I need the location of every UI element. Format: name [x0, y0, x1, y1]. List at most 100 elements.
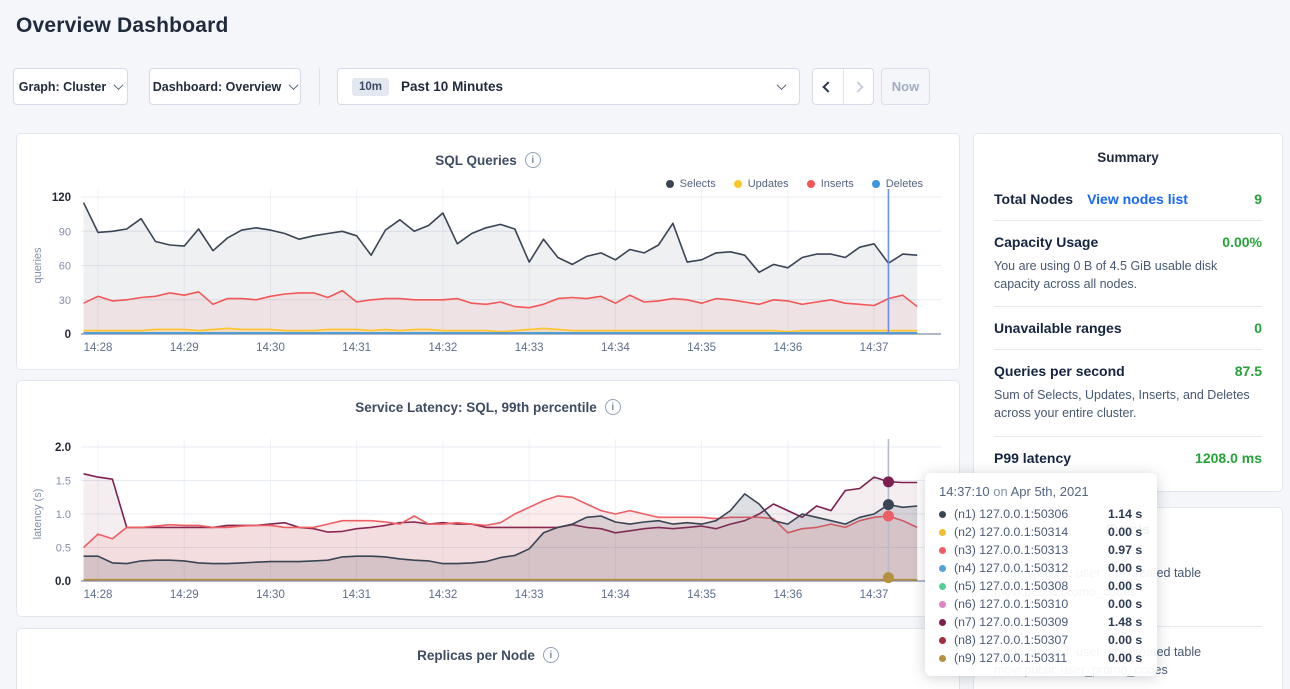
- svg-text:14:35: 14:35: [687, 589, 716, 601]
- svg-text:14:37: 14:37: [860, 589, 889, 601]
- chart-hover-tooltip: 14:37:10 on Apr 5th, 2021 (n1) 127.0.0.1…: [925, 473, 1157, 676]
- summary-label: Queries per second: [994, 363, 1125, 380]
- svg-text:14:31: 14:31: [342, 589, 371, 601]
- time-range-label: Past 10 Minutes: [401, 79, 504, 94]
- series-dot: [806, 180, 815, 188]
- time-next-button[interactable]: [844, 69, 874, 104]
- node-color-dot: [939, 564, 946, 572]
- summary-label: P99 latency: [994, 449, 1072, 466]
- chevron-right-icon: [852, 80, 864, 93]
- legend-item-updates[interactable]: Updates: [733, 178, 789, 190]
- info-icon[interactable]: [524, 152, 541, 168]
- summary-row-unavailable-ranges: Unavailable ranges 0: [994, 306, 1262, 349]
- tooltip-row: (n7) 127.0.0.1:50309 1.48 s: [939, 613, 1143, 631]
- tooltip-row: (n8) 127.0.0.1:50307 0.00 s: [939, 631, 1143, 649]
- svg-text:14:33: 14:33: [515, 342, 544, 354]
- summary-value: 0.00%: [1222, 234, 1262, 250]
- tooltip-timestamp: 14:37:10 on Apr 5th, 2021: [939, 484, 1089, 499]
- summary-row-p99-latency: P99 latency 1208.0 ms: [994, 435, 1262, 479]
- time-step-buttons: [812, 68, 874, 105]
- time-range-select[interactable]: 10m Past 10 Minutes: [337, 68, 800, 105]
- svg-text:0.0: 0.0: [55, 576, 71, 588]
- summary-row-queries-per-second: Queries per second 87.5 Sum of Selects, …: [994, 349, 1262, 435]
- view-nodes-list-link[interactable]: View nodes list: [1087, 191, 1188, 207]
- info-icon[interactable]: [604, 399, 621, 415]
- summary-label: Total Nodes: [994, 191, 1074, 207]
- time-prev-button[interactable]: [813, 69, 844, 104]
- tooltip-row: (n4) 127.0.0.1:50312 0.00 s: [939, 559, 1143, 577]
- legend-item-selects[interactable]: Selects: [665, 178, 716, 190]
- svg-text:14:34: 14:34: [601, 589, 630, 601]
- svg-text:latency (s): latency (s): [32, 489, 44, 540]
- time-range-badge: 10m: [352, 77, 390, 96]
- svg-text:2.0: 2.0: [55, 442, 71, 454]
- svg-text:14:36: 14:36: [773, 342, 802, 354]
- svg-text:14:30: 14:30: [256, 589, 285, 601]
- info-icon[interactable]: [542, 647, 559, 663]
- chevron-left-icon: [822, 80, 834, 93]
- replicas-per-node-title: Replicas per Node: [417, 647, 535, 663]
- svg-text:14:32: 14:32: [429, 589, 458, 601]
- tooltip-row: (n3) 127.0.0.1:50313 0.97 s: [939, 541, 1143, 559]
- sql-queries-title: SQL Queries: [435, 152, 517, 168]
- series-dot: [733, 180, 742, 188]
- node-color-dot: [939, 636, 946, 644]
- svg-text:60: 60: [59, 261, 71, 273]
- summary-row-total-nodes: Total Nodes View nodes list 9: [994, 178, 1262, 220]
- tooltip-row: (n1) 127.0.0.1:50306 1.14 s: [939, 505, 1143, 523]
- svg-text:14:28: 14:28: [84, 589, 113, 601]
- sql-queries-panel: SQL Queries Selects Updates Inserts Dele…: [16, 133, 960, 370]
- svg-text:14:33: 14:33: [515, 589, 544, 601]
- now-button[interactable]: Now: [881, 68, 930, 105]
- summary-label: Capacity Usage: [994, 234, 1099, 250]
- svg-text:14:29: 14:29: [170, 589, 199, 601]
- summary-row-capacity-usage: Capacity Usage 0.00% You are using 0 B o…: [994, 220, 1262, 306]
- node-color-dot: [939, 582, 946, 590]
- node-color-dot: [939, 654, 946, 662]
- legend-item-inserts[interactable]: Inserts: [806, 178, 854, 190]
- chevron-down-icon: [288, 80, 299, 91]
- service-latency-panel: Service Latency: SQL, 99th percentile 14…: [16, 380, 960, 617]
- svg-text:queries: queries: [32, 247, 44, 284]
- dashboard-dropdown[interactable]: Dashboard: Overview: [149, 68, 301, 105]
- tooltip-row: (n9) 127.0.0.1:50311 0.00 s: [939, 649, 1143, 667]
- series-dot: [871, 180, 880, 188]
- svg-text:120: 120: [52, 192, 71, 204]
- svg-text:14:30: 14:30: [256, 342, 285, 354]
- sql-queries-legend: Selects Updates Inserts Deletes: [665, 178, 923, 190]
- node-color-dot: [939, 600, 946, 608]
- service-latency-chart[interactable]: 14:28 14:29 14:30 14:31 14:32 14:33 14:34 14:35…: [17, 381, 961, 618]
- page-title: Overview Dashboard: [16, 14, 229, 37]
- legend-item-deletes[interactable]: Deletes: [871, 178, 923, 190]
- tooltip-row: (n6) 127.0.0.1:50310 0.00 s: [939, 595, 1143, 613]
- svg-text:14:31: 14:31: [342, 342, 371, 354]
- svg-text:14:37: 14:37: [860, 342, 889, 354]
- chevron-down-icon: [776, 80, 787, 91]
- summary-panel: Summary Total Nodes View nodes list 9 Ca…: [973, 133, 1283, 492]
- tooltip-row: (n2) 127.0.0.1:50314 0.00 s: [939, 523, 1143, 541]
- svg-text:14:35: 14:35: [687, 342, 716, 354]
- node-color-dot: [939, 510, 946, 518]
- service-latency-title: Service Latency: SQL, 99th percentile: [355, 399, 597, 415]
- summary-value: 0: [1254, 320, 1262, 337]
- svg-text:14:32: 14:32: [429, 342, 458, 354]
- summary-description: Sum of Selects, Updates, Inserts, and De…: [994, 388, 1250, 421]
- svg-text:14:36: 14:36: [773, 589, 802, 601]
- svg-text:90: 90: [59, 226, 71, 238]
- tooltip-row: (n5) 127.0.0.1:50308 0.00 s: [939, 577, 1143, 595]
- svg-text:0: 0: [65, 329, 71, 341]
- sql-queries-chart[interactable]: 14:28 14:29 14:30 14:31 14:32 14:33 14:34 14:35…: [17, 134, 961, 371]
- graph-dropdown[interactable]: Graph: Cluster: [13, 68, 128, 105]
- summary-title: Summary: [1097, 150, 1159, 165]
- node-color-dot: [939, 528, 946, 536]
- summary-label: Unavailable ranges: [994, 320, 1122, 337]
- svg-text:14:28: 14:28: [84, 342, 113, 354]
- dashboard-dropdown-label: Dashboard: Overview: [152, 79, 282, 94]
- svg-text:30: 30: [59, 295, 71, 307]
- node-color-dot: [939, 618, 946, 626]
- graph-dropdown-label: Graph: Cluster: [18, 79, 107, 94]
- summary-description: You are using 0 B of 4.5 GiB usable disk…: [994, 259, 1218, 292]
- replicas-per-node-panel: Replicas per Node: [16, 628, 960, 689]
- svg-text:0.5: 0.5: [56, 543, 71, 555]
